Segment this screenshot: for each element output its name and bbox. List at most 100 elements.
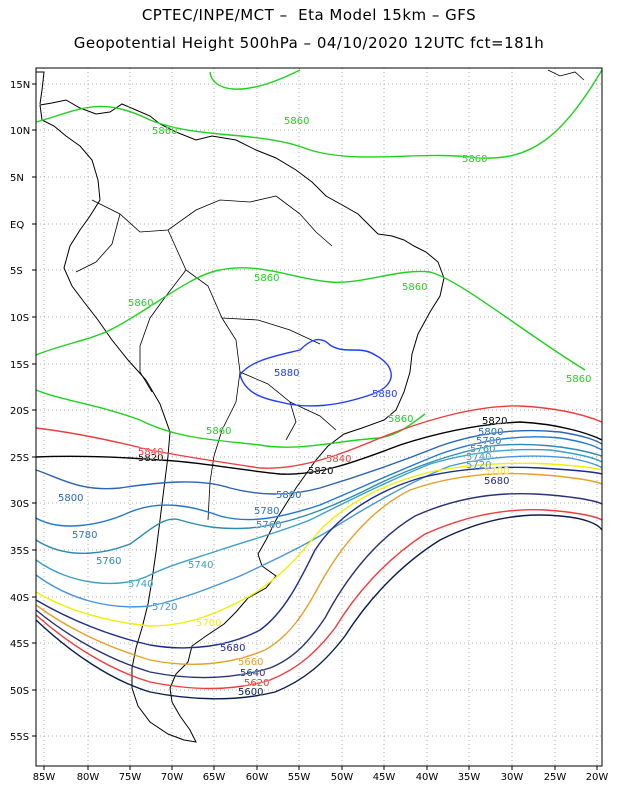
contour-5800 — [35, 429, 603, 495]
lat-tick-label: 40S — [10, 593, 29, 604]
contour-label-5860: 5860 — [388, 414, 413, 425]
contour-label-5860: 5860 — [152, 126, 177, 137]
lat-tick-label: 55S — [10, 732, 29, 743]
lat-tick-label: 5N — [10, 173, 24, 184]
contour-5760 — [35, 443, 603, 555]
contour-label-5760: 5760 — [96, 556, 121, 567]
contour-label-5860: 5860 — [402, 282, 427, 293]
contour-5700 — [35, 462, 603, 627]
contour-label-5800: 5800 — [58, 493, 83, 504]
contour-label-5740: 5740 — [128, 579, 153, 590]
lat-tick-label: 30S — [10, 499, 29, 510]
lat-tick-label: 15S — [10, 360, 29, 371]
contour-label-5640: 5640 — [240, 668, 265, 679]
lat-tick-label: 20S — [10, 406, 29, 417]
contour-label-5760: 5760 — [470, 444, 495, 455]
map-frame — [35, 67, 603, 767]
south-america-coastline — [39, 99, 445, 743]
lon-tick-label: 40W — [416, 772, 439, 783]
contour-5880 — [239, 338, 392, 407]
contour-label-5840: 5840 — [138, 447, 163, 458]
country-border — [139, 269, 187, 393]
country-border — [207, 401, 237, 521]
axis-ticks: 15N 10N 5N EQ 5S 10S 15S 20S 25S 30S 35S 40S 45S 50S 5… — [10, 80, 608, 783]
contour-label-5840: 5840 — [326, 454, 351, 465]
contour-label-5780: 5780 — [254, 506, 279, 517]
contour-label-5720: 5720 — [152, 602, 177, 613]
lat-tick-label: 15N — [10, 80, 30, 91]
contour-label-5860: 5860 — [462, 154, 487, 165]
central-america-coastline — [36, 71, 45, 105]
lat-tick-label: 35S — [10, 546, 29, 557]
lat-tick-label: 5S — [10, 266, 23, 277]
contour-label-5880: 5880 — [274, 368, 299, 379]
contour-label-5860: 5860 — [566, 374, 591, 385]
lon-tick-label: 85W — [33, 772, 56, 783]
contour-5860 — [35, 69, 603, 159]
contour-label-5820: 5820 — [482, 416, 507, 427]
lon-tick-label: 55W — [288, 772, 311, 783]
lon-tick-label: 30W — [501, 772, 524, 783]
contour-label-5880: 5880 — [372, 389, 397, 400]
contour-5840 — [35, 405, 603, 469]
coastlines-and-borders — [36, 69, 585, 743]
contour-labels: 5860 5860 5860 5860 5860 5860 5860 5860 5860 5880… — [58, 116, 592, 699]
contour-5620 — [35, 509, 603, 690]
contour-label-5720: 5720 — [466, 460, 491, 471]
lon-tick-label: 25W — [544, 772, 567, 783]
contour-label-5740: 5740 — [188, 560, 213, 571]
contour-label-5800: 5800 — [276, 490, 301, 501]
country-border — [91, 195, 277, 233]
contour-5660 — [35, 472, 603, 666]
contour-label-5780: 5780 — [476, 436, 501, 447]
lon-tick-label: 75W — [119, 772, 142, 783]
contour-label-5780: 5780 — [72, 530, 97, 541]
contour-label-5660: 5660 — [238, 657, 263, 668]
contour-5600 — [35, 514, 603, 700]
lat-tick-label: 25S — [10, 453, 29, 464]
lon-tick-label: 45W — [373, 772, 396, 783]
country-border — [239, 371, 297, 441]
contour-label-5820: 5820 — [308, 466, 333, 477]
contour-label-5700: 5700 — [484, 466, 509, 477]
map-title-line2: Geopotential Height 500hPa – 04/10/2020 … — [73, 34, 545, 52]
contour-label-5860: 5860 — [254, 273, 279, 284]
lon-tick-label: 80W — [77, 772, 100, 783]
contour-5860 — [209, 69, 301, 90]
country-border — [75, 213, 121, 273]
contour-label-5700: 5700 — [196, 618, 221, 629]
contour-5640 — [35, 492, 603, 679]
lat-tick-label: 10N — [10, 126, 30, 137]
lon-tick-label: 65W — [203, 772, 226, 783]
contour-label-5620: 5620 — [244, 678, 269, 689]
contour-label-5760: 5760 — [256, 520, 281, 531]
lat-tick-label: EQ — [10, 220, 24, 231]
contour-label-5680: 5680 — [220, 643, 245, 654]
contour-5820 — [35, 421, 603, 475]
contour-label-5860: 5860 — [128, 298, 153, 309]
lon-tick-label: 35W — [458, 772, 481, 783]
contour-label-5860: 5860 — [284, 116, 309, 127]
contour-label-5860: 5860 — [206, 426, 231, 437]
lon-tick-label: 50W — [331, 772, 354, 783]
caribbean-islands — [547, 69, 585, 81]
lon-tick-label: 60W — [246, 772, 269, 783]
contour-label-5740: 5740 — [466, 452, 491, 463]
contour-5740 — [35, 448, 603, 585]
contour-label-5820: 5820 — [138, 453, 163, 464]
lon-tick-label: 20W — [586, 772, 609, 783]
lat-tick-label: 45S — [10, 639, 29, 650]
contour-label-5680: 5680 — [484, 476, 509, 487]
lat-tick-label: 10S — [10, 313, 29, 324]
contour-label-5800: 5800 — [478, 427, 503, 438]
contour-5860 — [35, 267, 586, 371]
lat-tick-label: 50S — [10, 686, 29, 697]
contour-lines — [35, 69, 603, 700]
country-border — [221, 317, 321, 345]
contour-5780 — [35, 436, 603, 527]
contour-label-5600: 5600 — [238, 687, 263, 698]
map-title-line1: CPTEC/INPE/MCT – Eta Model 15km – GFS — [141, 6, 477, 24]
contour-5860 — [35, 389, 426, 448]
country-border — [275, 195, 333, 247]
